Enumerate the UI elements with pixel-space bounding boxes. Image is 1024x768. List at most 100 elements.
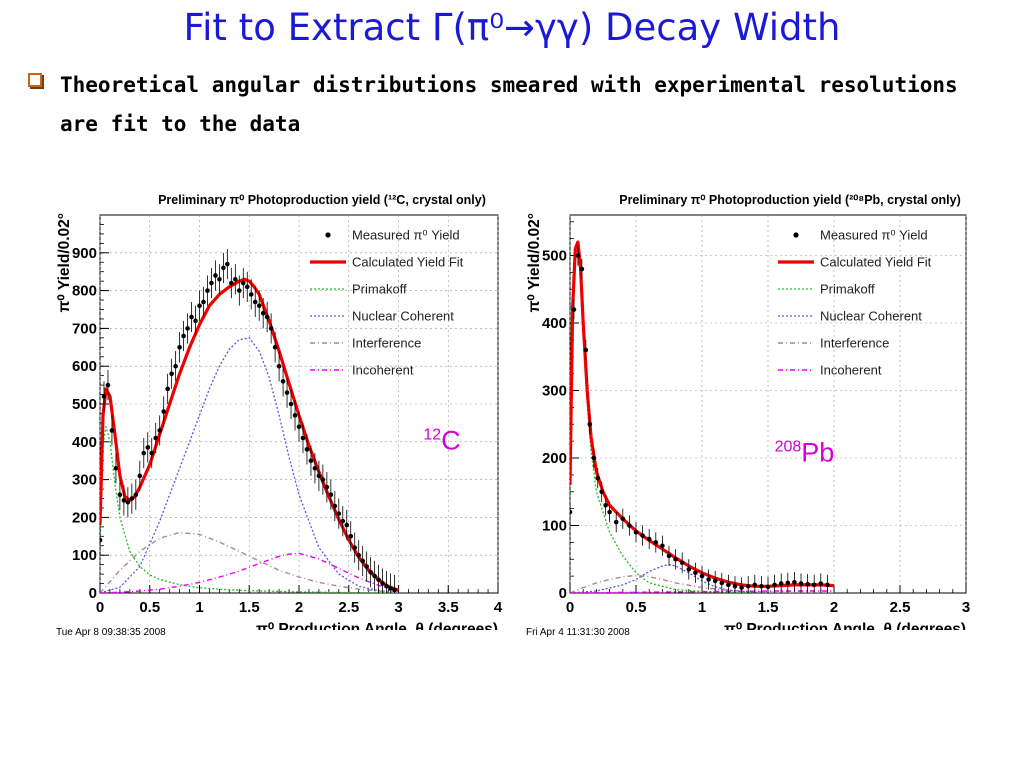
series-line <box>570 248 834 593</box>
data-point <box>181 333 186 339</box>
data-point <box>276 363 282 369</box>
data-point <box>109 428 115 433</box>
chart-legend: Measured π⁰ Yield Calculated Yield Fit Pri… <box>778 228 932 378</box>
data-point <box>693 570 698 576</box>
legend-label: Calculated Yield Fit <box>352 255 464 270</box>
legend-label: Primakoff <box>352 282 407 297</box>
y-tick-label: 300 <box>542 383 567 400</box>
y-tick-label: 900 <box>72 245 97 262</box>
data-point <box>384 583 389 589</box>
data-point <box>785 580 791 586</box>
x-axis-label: π⁰ Production Angle, θ (degrees) <box>724 621 966 630</box>
series-line <box>100 552 399 593</box>
data-point <box>825 582 830 588</box>
x-tick-label: 3 <box>394 599 402 616</box>
x-tick-label: 2.5 <box>338 599 359 616</box>
data-point <box>686 567 692 572</box>
data-point <box>726 582 731 588</box>
data-point <box>673 556 678 562</box>
x-tick-label: 1 <box>698 599 706 616</box>
data-point <box>280 379 286 384</box>
data-point <box>129 496 135 501</box>
data-point <box>296 424 302 429</box>
series-line <box>570 574 835 593</box>
data-point <box>798 581 804 586</box>
data-point <box>244 284 250 290</box>
data-point <box>699 573 705 579</box>
data-point <box>603 502 608 508</box>
data-point <box>640 533 645 538</box>
data-point <box>613 519 619 525</box>
data-point <box>792 579 797 585</box>
data-point <box>380 581 385 586</box>
series-line <box>100 426 399 593</box>
y-tick-label: 400 <box>72 434 97 451</box>
legend-label: Measured π⁰ Yield <box>820 228 928 243</box>
nucleus-annotation: 208Pb <box>775 437 835 467</box>
x-tick-label: 0 <box>96 599 104 616</box>
data-point <box>117 492 123 498</box>
legend-label: Incoherent <box>820 363 882 378</box>
data-point <box>633 529 639 535</box>
data-point <box>217 276 222 282</box>
nucleus-annotation-superscript: 12 <box>423 426 441 443</box>
y-tick-label: 400 <box>542 315 567 332</box>
chart-title: Preliminary π⁰ Photoproduction yield (²⁰… <box>619 193 961 207</box>
data-point <box>376 577 381 583</box>
nucleus-annotation: 12C <box>423 425 460 455</box>
data-point <box>712 578 718 584</box>
legend-label: Calculated Yield Fit <box>820 255 932 270</box>
data-point <box>336 511 342 516</box>
y-tick-label: 500 <box>72 396 97 413</box>
data-point <box>113 465 119 471</box>
data-point <box>157 428 162 433</box>
data-point <box>304 447 310 452</box>
data-point <box>587 421 593 427</box>
slide-title: Fit to Extract Γ(π⁰→γγ) Decay Width <box>183 6 841 49</box>
data-point <box>620 516 626 522</box>
y-tick-label: 300 <box>72 472 97 489</box>
nucleus-annotation-superscript: 208 <box>775 438 802 455</box>
data-point <box>237 288 242 293</box>
y-tick-label: 600 <box>72 358 97 375</box>
data-point <box>772 582 777 588</box>
data-point <box>344 522 350 528</box>
data-point <box>328 492 334 498</box>
data-point <box>252 299 258 305</box>
y-tick-label: 0 <box>89 585 97 602</box>
y-axis-label: π⁰ Yield/0.02° <box>526 213 543 313</box>
data-point <box>173 363 178 369</box>
plot-datestamp: Fri Apr 4 11:31:30 2008 <box>526 627 630 638</box>
y-tick-label: 100 <box>542 518 567 535</box>
bullet-text: Theoretical angular distributions smeare… <box>60 73 958 136</box>
data-point <box>272 345 278 350</box>
data-point <box>149 450 155 456</box>
data-point <box>284 390 290 395</box>
data-point <box>739 585 744 590</box>
x-tick-label: 3 <box>962 599 970 616</box>
data-point <box>356 552 362 558</box>
y-tick-label: 0 <box>559 585 567 602</box>
nucleus-annotation-symbol: Pb <box>801 437 834 467</box>
legend-label: Interference <box>820 336 889 351</box>
data-point <box>169 371 174 377</box>
legend-marker <box>793 232 799 238</box>
data-point <box>268 326 274 331</box>
legend-label: Nuclear Coherent <box>352 309 454 324</box>
data-point <box>201 299 206 305</box>
x-tick-label: 0 <box>566 599 574 616</box>
legend-label: Primakoff <box>820 282 875 297</box>
x-tick-label: 2 <box>830 599 838 616</box>
data-point <box>732 583 738 589</box>
data-point <box>579 266 585 272</box>
data-point <box>197 303 202 309</box>
data-point <box>105 382 111 388</box>
data-point <box>161 409 166 414</box>
data-point <box>360 558 365 564</box>
data-point <box>185 326 190 331</box>
x-tick-label: 1.5 <box>758 599 779 616</box>
data-point <box>340 518 346 524</box>
data-point <box>627 523 632 528</box>
data-point <box>165 386 170 392</box>
data-point <box>324 484 330 490</box>
